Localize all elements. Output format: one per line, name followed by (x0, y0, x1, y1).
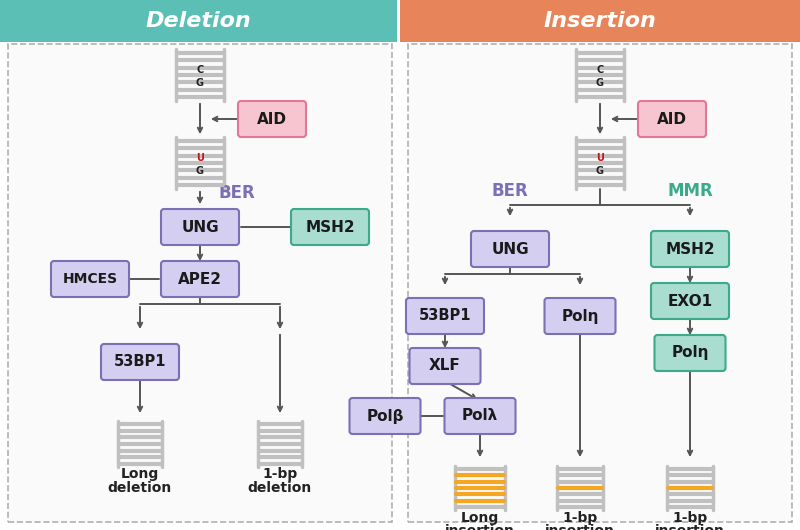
Text: 53BP1: 53BP1 (418, 308, 471, 323)
Text: C: C (596, 65, 604, 75)
Text: BER: BER (492, 182, 528, 200)
Text: 1-bp: 1-bp (262, 467, 298, 481)
FancyBboxPatch shape (291, 209, 369, 245)
FancyBboxPatch shape (654, 335, 726, 371)
Text: Polλ: Polλ (462, 409, 498, 423)
Text: MSH2: MSH2 (305, 219, 355, 234)
FancyBboxPatch shape (238, 101, 306, 137)
Text: C: C (196, 65, 204, 75)
Text: Deletion: Deletion (145, 11, 251, 31)
Text: Polη: Polη (671, 346, 709, 360)
Text: 1-bp: 1-bp (562, 511, 598, 525)
FancyBboxPatch shape (651, 283, 729, 319)
Text: insertion: insertion (545, 524, 615, 530)
Text: 1-bp: 1-bp (672, 511, 708, 525)
Text: G: G (196, 166, 204, 176)
Text: AID: AID (657, 111, 687, 127)
Text: U: U (196, 153, 204, 163)
FancyBboxPatch shape (471, 231, 549, 267)
Text: U: U (596, 153, 604, 163)
Text: G: G (196, 78, 204, 88)
Text: EXO1: EXO1 (667, 294, 713, 308)
Text: Insertion: Insertion (543, 11, 657, 31)
FancyBboxPatch shape (350, 398, 421, 434)
FancyBboxPatch shape (545, 298, 615, 334)
Text: Long: Long (121, 467, 159, 481)
Text: MMR: MMR (667, 182, 713, 200)
Text: AID: AID (257, 111, 287, 127)
FancyBboxPatch shape (8, 44, 392, 522)
Text: insertion: insertion (655, 524, 725, 530)
Text: UNG: UNG (181, 219, 219, 234)
FancyBboxPatch shape (406, 298, 484, 334)
Text: APE2: APE2 (178, 271, 222, 287)
Text: deletion: deletion (108, 481, 172, 495)
Text: BER: BER (218, 184, 254, 202)
FancyBboxPatch shape (51, 261, 129, 297)
Text: Long: Long (461, 511, 499, 525)
Text: deletion: deletion (248, 481, 312, 495)
FancyBboxPatch shape (638, 101, 706, 137)
FancyBboxPatch shape (408, 44, 792, 522)
FancyBboxPatch shape (161, 261, 239, 297)
Text: HMCES: HMCES (62, 272, 118, 286)
FancyBboxPatch shape (445, 398, 515, 434)
Text: 53BP1: 53BP1 (114, 355, 166, 369)
Text: Polη: Polη (562, 308, 598, 323)
Bar (0, 0, 397, 42)
Text: MSH2: MSH2 (665, 242, 715, 257)
Bar (400, 0, 800, 42)
FancyBboxPatch shape (101, 344, 179, 380)
Text: Polβ: Polβ (366, 409, 404, 423)
FancyBboxPatch shape (651, 231, 729, 267)
Text: G: G (596, 78, 604, 88)
FancyBboxPatch shape (161, 209, 239, 245)
Text: insertion: insertion (445, 524, 515, 530)
Text: UNG: UNG (491, 242, 529, 257)
FancyBboxPatch shape (410, 348, 481, 384)
Text: G: G (596, 166, 604, 176)
Text: XLF: XLF (429, 358, 461, 374)
